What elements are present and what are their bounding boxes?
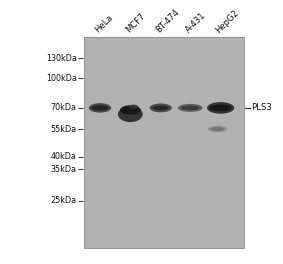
Ellipse shape (211, 127, 224, 131)
Text: 55kDa: 55kDa (51, 125, 77, 134)
Ellipse shape (210, 104, 231, 111)
Ellipse shape (129, 105, 138, 109)
Text: 25kDa: 25kDa (51, 196, 77, 205)
Text: 100kDa: 100kDa (46, 74, 77, 83)
Ellipse shape (149, 103, 172, 112)
Ellipse shape (89, 103, 111, 113)
Text: HepG2: HepG2 (214, 8, 241, 35)
Ellipse shape (178, 104, 203, 112)
Ellipse shape (91, 105, 109, 111)
FancyBboxPatch shape (84, 37, 244, 248)
Text: 130kDa: 130kDa (46, 54, 77, 63)
Ellipse shape (207, 102, 234, 114)
Text: A-431: A-431 (184, 11, 208, 35)
Ellipse shape (153, 105, 169, 110)
Text: 35kDa: 35kDa (51, 165, 77, 174)
Text: 70kDa: 70kDa (51, 103, 77, 112)
Ellipse shape (181, 106, 200, 110)
Ellipse shape (120, 105, 141, 115)
Text: BT-474: BT-474 (154, 8, 181, 35)
Text: HeLa: HeLa (94, 13, 115, 35)
Ellipse shape (208, 126, 227, 132)
Text: MCF7: MCF7 (124, 12, 147, 35)
Text: 40kDa: 40kDa (51, 152, 77, 161)
Ellipse shape (118, 106, 143, 122)
Text: PLS3: PLS3 (251, 103, 272, 112)
